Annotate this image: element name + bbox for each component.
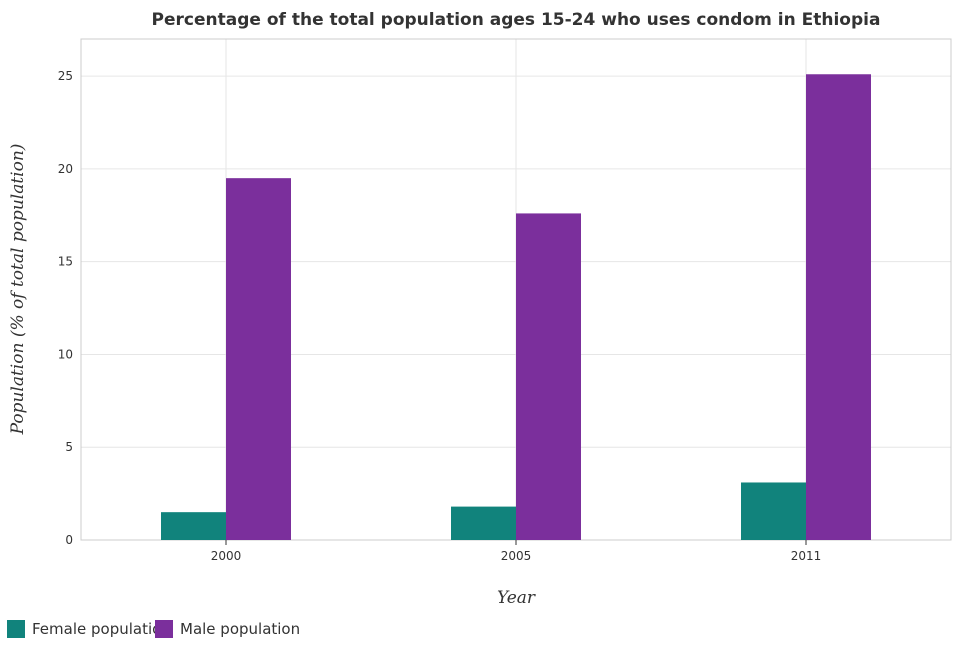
legend-label-male: Male population <box>180 620 300 638</box>
x-tick-label: 2000 <box>211 549 242 563</box>
x-tick-label: 2005 <box>501 549 532 563</box>
y-axis: 0 5 10 15 20 25 <box>58 69 73 547</box>
legend-swatch-male <box>155 620 173 638</box>
male-bar-2000 <box>226 178 291 540</box>
y-tick-label: 15 <box>58 255 73 269</box>
legend: Female population Male population <box>7 620 300 638</box>
x-axis: 2000 2005 2011 <box>211 540 822 563</box>
female-bar-2000 <box>161 512 226 540</box>
y-axis-label: Population (% of total population) <box>8 144 28 436</box>
y-tick-label: 20 <box>58 162 73 176</box>
male-bar-2005 <box>516 213 581 540</box>
male-bar-2011 <box>806 74 871 540</box>
y-tick-label: 10 <box>58 347 73 361</box>
y-tick-label: 0 <box>65 533 73 547</box>
chart-title: Percentage of the total population ages … <box>152 10 881 30</box>
legend-swatch-female <box>7 620 25 638</box>
female-bar-2011 <box>741 482 806 540</box>
bars <box>161 74 871 540</box>
legend-label-female: Female population <box>32 620 171 638</box>
x-axis-label: Year <box>497 588 536 608</box>
x-tick-label: 2011 <box>791 549 822 563</box>
y-tick-label: 5 <box>65 440 73 454</box>
female-bar-2005 <box>451 506 516 540</box>
y-tick-label: 25 <box>58 69 73 83</box>
